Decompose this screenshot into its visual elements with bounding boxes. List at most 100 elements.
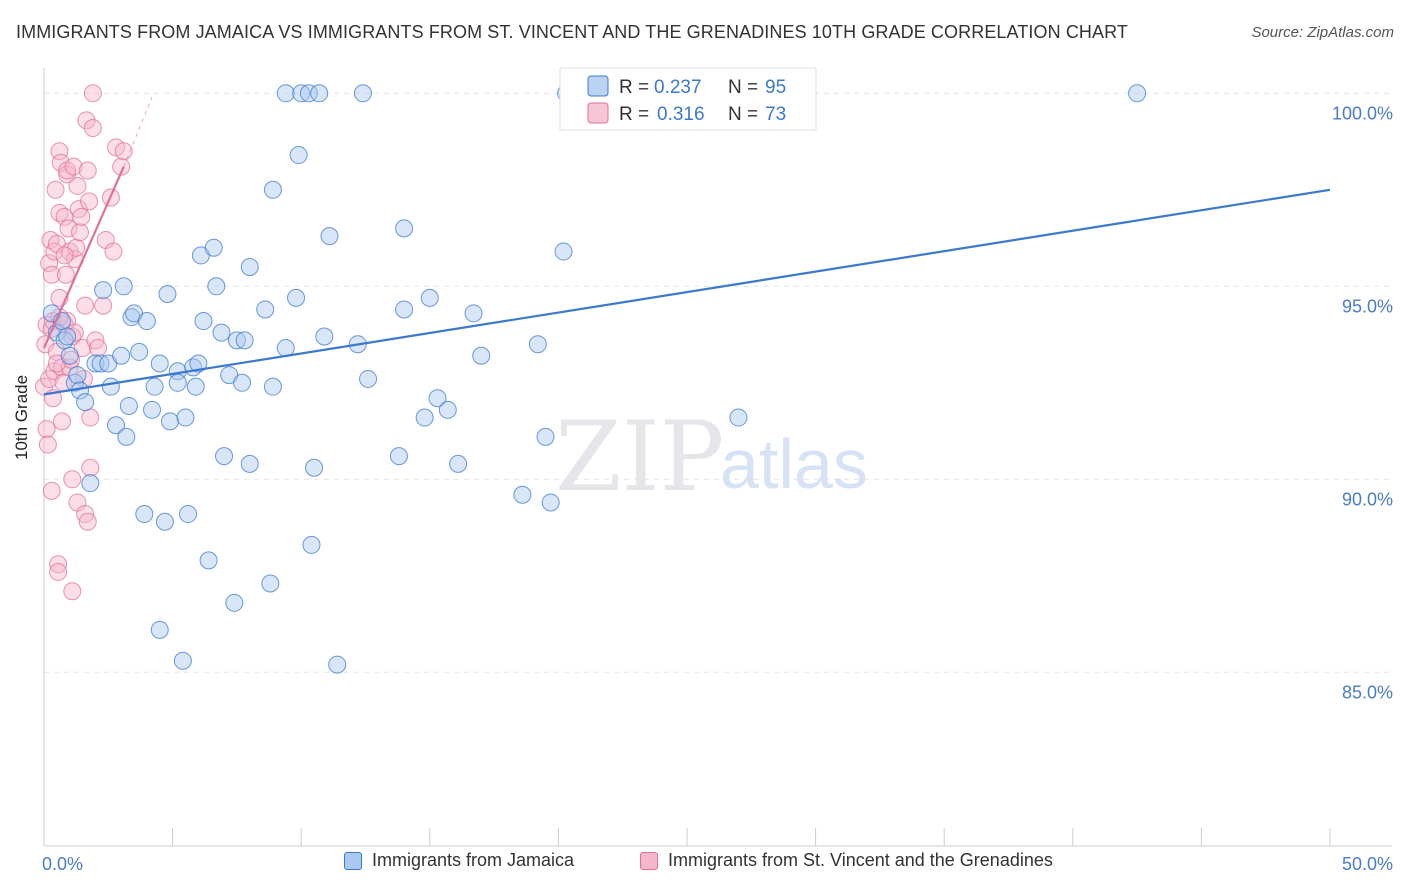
source-note: Source: ZipAtlas.com [1251,24,1394,41]
jamaica-point [320,227,339,246]
jamaica-point [227,331,246,350]
bottom-legend-swatch-st-vincent [640,851,658,870]
jamaica-point [225,593,244,612]
jamaica-point [119,396,138,415]
st-vincent-trend-line [42,166,125,349]
st-vincent-point [78,512,97,531]
y-tick-label: 90.0% [1342,489,1393,509]
jamaica-trend-line [43,188,1331,396]
st-vincent-point [46,180,65,199]
jamaica-point [81,474,100,493]
jamaica-point [60,346,79,365]
st-vincent-point [49,555,68,574]
jamaica-point [173,651,192,670]
jamaica-point [143,400,162,419]
bottom-legend-item-jamaica: Immigrants from Jamaica [344,850,574,871]
jamaica-point [554,242,573,261]
jamaica-point [729,408,748,427]
bottom-legend-label-jamaica: Immigrants from Jamaica [372,850,575,870]
jamaica-point [114,277,133,296]
jamaica-point [310,84,329,103]
st-vincent-point [37,420,56,439]
jamaica-point [449,454,468,473]
jamaica-point [158,285,177,304]
jamaica-point [176,408,195,427]
jamaica-point [287,288,306,307]
st-vincent-point [83,84,102,103]
legend-r-value-jamaica: 0.237 [654,77,702,98]
st-vincent-point [94,296,113,315]
st-vincent-point [42,481,61,500]
legend-n-label-2: N = [728,104,758,125]
axes [43,68,1392,847]
jamaica-point [289,146,308,165]
jamaica-point [150,354,169,373]
jamaica-point [536,427,555,446]
legend-swatch-st-vincent [587,102,609,124]
legend-r-label-1: R = [619,77,649,98]
series-st-vincent-points [35,84,133,601]
st-vincent-point [81,458,100,477]
bottom-legend-swatch-jamaica [344,851,362,870]
jamaica-point [235,331,254,350]
st-vincent-point [58,165,77,184]
jamaica-point [256,300,275,319]
st-vincent-point [89,339,108,358]
jamaica-point [91,354,110,373]
jamaica-point [68,366,87,385]
jamaica-point [359,369,378,388]
jamaica-point [541,493,560,512]
legend-swatch-jamaica [587,75,609,97]
jamaica-point [233,373,252,392]
jamaica-point [101,377,120,396]
st-vincent-point [77,111,96,130]
jamaica-point [186,377,205,396]
jamaica-point [315,327,334,346]
jamaica-point [168,373,187,392]
jamaica-point [86,354,105,373]
jamaica-point [513,485,532,504]
jamaica-point [240,454,259,473]
legend-r-label-2: R = [619,104,649,125]
jamaica-point [464,304,483,323]
st-vincent-point [55,246,74,265]
st-vincent-point [68,176,87,195]
jamaica-point [199,551,218,570]
jamaica-point [94,281,113,300]
st-vincent-point [50,142,69,161]
jamaica-point [438,400,457,419]
jamaica-point [528,335,547,354]
jamaica-point [194,312,213,331]
jamaica-point [130,342,149,361]
jamaica-point [302,535,321,554]
jamaica-point [155,512,174,531]
jamaica-point [389,447,408,466]
stats-legend: R = 0.237 N = 95 R = 0.316 N = 73 [559,67,817,131]
jamaica-point [212,323,231,342]
st-vincent-point [38,435,57,454]
jamaica-point [204,238,223,257]
jamaica-point [292,84,311,103]
jamaica-point [261,574,280,593]
watermark-atlas: atlas [720,425,868,503]
jamaica-point [395,300,414,319]
jamaica-point [420,288,439,307]
jamaica-point [215,447,234,466]
jamaica-point [276,84,295,103]
st-vincent-point [53,412,72,431]
st-vincent-point [63,582,82,601]
st-vincent-point [80,192,99,211]
y-tick-labels: 100.0% 95.0% 90.0% 85.0% [1332,103,1393,702]
st-vincent-point [64,157,83,176]
legend-n-label-1: N = [728,77,758,98]
st-vincent-point [104,242,123,261]
st-vincent-point [78,161,97,180]
jamaica-point [415,408,434,427]
legend-r-value-st-vincent: 0.316 [657,104,705,125]
legend-n-value-jamaica: 95 [765,77,786,98]
legend-n-value-st-vincent: 73 [765,104,786,125]
jamaica-point [145,377,164,396]
jamaica-point [207,277,226,296]
watermark-zip: ZIP [555,401,724,513]
